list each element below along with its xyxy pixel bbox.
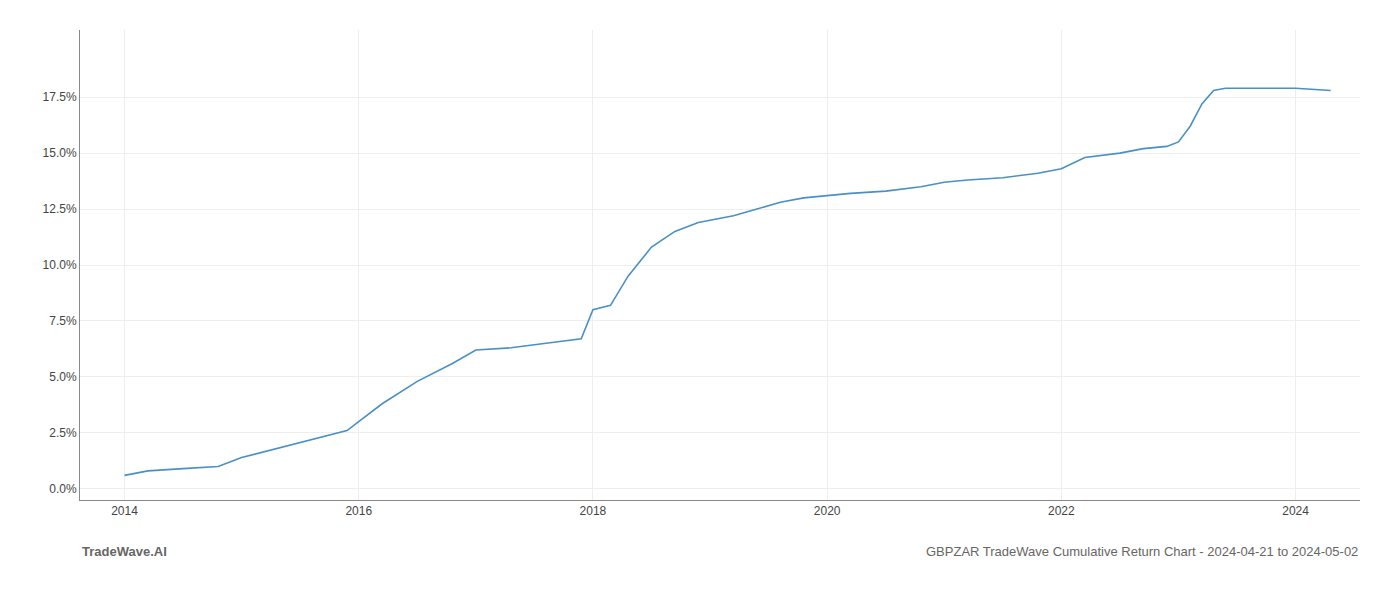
svg-text:10.0%: 10.0%	[43, 258, 77, 272]
svg-text:15.0%: 15.0%	[43, 146, 77, 160]
svg-text:12.5%: 12.5%	[43, 202, 77, 216]
svg-text:2016: 2016	[345, 504, 372, 518]
svg-text:2024: 2024	[1282, 504, 1309, 518]
svg-text:2014: 2014	[111, 504, 138, 518]
svg-text:2020: 2020	[814, 504, 841, 518]
svg-text:5.0%: 5.0%	[49, 370, 77, 384]
svg-text:2.5%: 2.5%	[49, 426, 77, 440]
svg-text:TradeWave.AI: TradeWave.AI	[82, 544, 167, 559]
svg-text:2018: 2018	[580, 504, 607, 518]
svg-text:2022: 2022	[1048, 504, 1075, 518]
svg-text:7.5%: 7.5%	[49, 314, 77, 328]
svg-text:0.0%: 0.0%	[49, 482, 77, 496]
svg-text:17.5%: 17.5%	[43, 90, 77, 104]
svg-text:GBPZAR TradeWave Cumulative Re: GBPZAR TradeWave Cumulative Return Chart…	[926, 544, 1358, 559]
